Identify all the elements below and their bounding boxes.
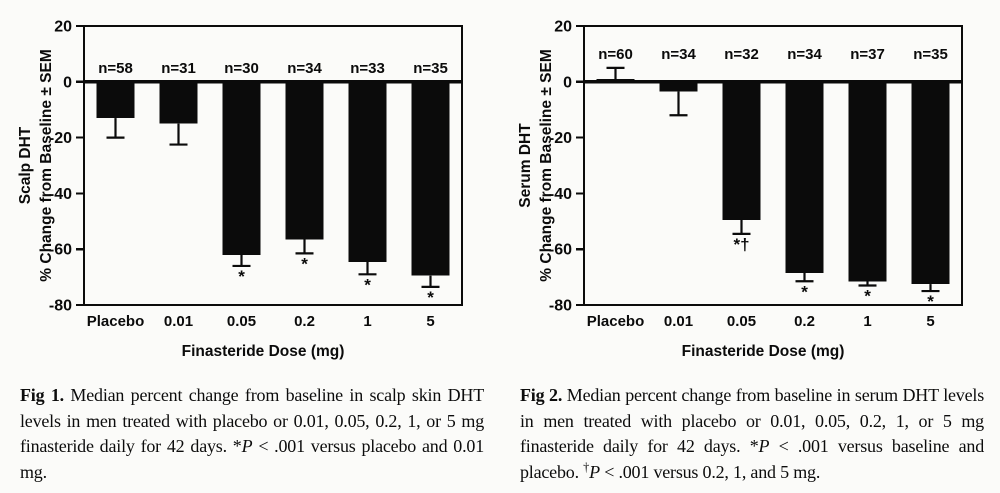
figure-2-caption: Fig 2. Median percent change from baseli… [520, 383, 984, 485]
caption-segment: P [758, 436, 770, 457]
n-count-label: n=32 [724, 46, 759, 63]
y-axis-title-line2: % Change from Baseline ± SEM [38, 49, 55, 281]
bar-0.2 [785, 81, 824, 273]
n-count-label: n=30 [224, 60, 259, 77]
caption-segment: Median percent change from baseline in s… [520, 385, 985, 457]
x-axis-title: Finasteride Dose (mg) [682, 343, 845, 360]
x-category-label: Placebo [587, 313, 645, 330]
x-category-label: 1 [363, 313, 371, 330]
n-count-label: n=33 [350, 60, 385, 77]
x-category-label: 0.2 [294, 313, 315, 330]
y-tick-label: -80 [549, 298, 572, 315]
bar-0.05 [722, 81, 761, 220]
figure-2-caption-text: Median percent change from baseline in s… [520, 385, 984, 482]
bar-0.2 [285, 81, 324, 240]
bar-0.01 [159, 81, 198, 124]
caption-segment: < .001 versus baseline and placebo. [520, 436, 984, 482]
significance-marker: * [801, 282, 808, 301]
caption-segment: P [589, 461, 600, 482]
figure-1-caption-label: Fig 1. [20, 385, 64, 405]
significance-marker: * [864, 286, 871, 305]
n-count-label: n=58 [98, 60, 133, 77]
x-category-label: 0.05 [227, 313, 256, 330]
n-count-label: n=31 [161, 60, 196, 77]
y-tick-label: -20 [49, 130, 72, 147]
y-tick-label: 0 [563, 74, 572, 91]
scalp-dht-bar-chart: 20 0 -20 -40 -60 -80 n=58 Placebo n=31 0.01 n=30 * 0… [17, 19, 464, 360]
figure-1-caption: Fig 1. Median percent change from baseli… [20, 383, 484, 485]
x-category-label: 1 [863, 313, 871, 330]
x-category-label: 5 [426, 313, 434, 330]
significance-marker: * [927, 292, 934, 311]
significance-marker: * [301, 254, 308, 273]
n-count-label: n=34 [661, 46, 696, 63]
caption-segment: < .001 versus 0.2, 1, and 5 mg. [599, 461, 821, 482]
y-tick-label: -60 [549, 242, 572, 259]
x-category-label: 0.2 [794, 313, 815, 330]
bar-Placebo [96, 81, 135, 119]
figure-1-panel: 20 0 -20 -40 -60 -80 n=58 Placebo n=31 0.01 n=30 * 0… [17, 19, 484, 485]
y-tick-label: -40 [49, 186, 72, 203]
y-tick-label: -20 [549, 130, 572, 147]
plot-frame [82, 24, 464, 307]
y-tick-label: -80 [49, 298, 72, 315]
x-category-label: 0.01 [164, 313, 193, 330]
y-tick-label: 0 [63, 74, 72, 91]
x-category-label: 0.01 [664, 313, 693, 330]
x-category-label: 0.05 [727, 313, 756, 330]
caption-segment: Median percent change from baseline in s… [20, 385, 484, 457]
y-axis-title-line1: Scalp DHT [17, 126, 34, 204]
y-tick-label: -40 [549, 186, 572, 203]
bar-Placebo [596, 79, 635, 82]
n-count-label: n=37 [850, 46, 885, 63]
bar-0.05 [222, 81, 261, 255]
bar-1 [848, 81, 887, 282]
significance-marker: * [427, 288, 434, 307]
caption-segment: < .001 versus placebo and 0.01 mg. [20, 436, 484, 482]
figure-1-caption-text: Median percent change from baseline in s… [20, 385, 484, 482]
bar-5 [911, 81, 950, 285]
x-axis-title: Finasteride Dose (mg) [182, 343, 345, 360]
caption-segment: † [583, 459, 590, 474]
y-tick-label: -60 [49, 242, 72, 259]
bar-1 [348, 81, 387, 262]
serum-dht-bar-chart: 20 0 -20 -40 -60 -80 n=60 Placebo n=34 0.01 n=32 *†… [517, 19, 964, 360]
significance-marker: * [364, 275, 371, 294]
figure-2-panel: 20 0 -20 -40 -60 -80 n=60 Placebo n=34 0.01 n=32 *†… [500, 0, 1000, 493]
plot-frame [582, 24, 964, 307]
y-tick-label: 20 [54, 19, 72, 36]
significance-marker: * [238, 267, 245, 286]
n-count-label: n=60 [598, 46, 633, 63]
x-category-label: Placebo [87, 313, 145, 330]
significance-marker: *† [733, 235, 749, 254]
bar-0.01 [659, 81, 698, 92]
caption-segment: P [241, 436, 253, 457]
n-count-label: n=34 [787, 46, 822, 63]
figure-2-caption-label: Fig 2. [520, 385, 563, 405]
y-axis-title-line2: % Change from Baseline ± SEM [538, 49, 555, 281]
x-category-label: 5 [926, 313, 934, 330]
n-count-label: n=34 [287, 60, 322, 77]
n-count-label: n=35 [913, 46, 948, 63]
n-count-label: n=35 [413, 60, 448, 77]
y-tick-label: 20 [554, 19, 572, 36]
y-axis-title-line1: Serum DHT [517, 123, 534, 208]
bar-5 [411, 81, 450, 276]
